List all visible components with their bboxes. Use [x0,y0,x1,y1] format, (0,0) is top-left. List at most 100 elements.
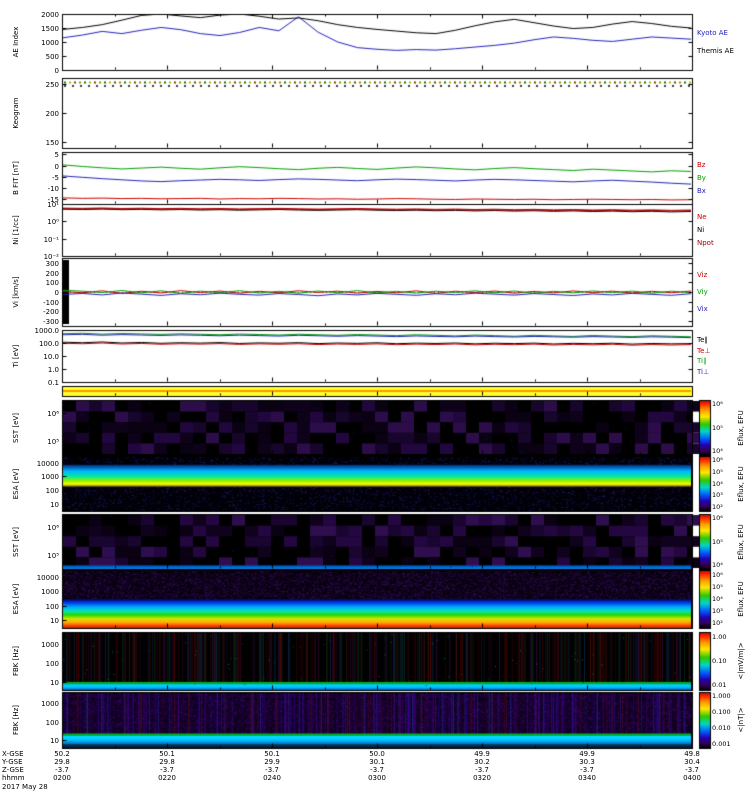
legend-label: Kyoto AE [697,28,728,37]
x-tick-value: 0240 [263,774,281,782]
colorbar-axis-label: <|nT|> [737,707,745,733]
y-tick-label: 300 [45,259,59,268]
panel-y-axis-label: Ni [1/cc] [12,215,20,245]
legend-label: Te⊥ [697,346,711,355]
y-tick-label: 10⁶ [47,523,59,532]
y-tick-label: 1500 [41,24,59,33]
y-tick-label: -5 [52,173,59,182]
colorbar-tick-label: 0.100 [712,708,731,717]
y-tick-label: 10⁻¹ [43,235,59,244]
y-tick-label: 10 [50,616,59,625]
colorbar-tick-label: 10⁴ [712,479,723,488]
colorbar-axis-label: Eflux, EFU [737,581,745,617]
x-tick-value: 30.4 [684,758,700,766]
colorbar-tick-label: 0.01 [712,681,727,690]
y-tick-label: 10⁰ [47,217,59,226]
panel-y-axis-label: Keogram [12,97,20,129]
y-tick-label: 250 [45,80,59,89]
colorbar-tick-label: 10² [712,619,723,628]
panel-y-axis-label: B FIT [nT] [12,161,20,195]
x-axis-row-label: Z-GSE [2,766,24,774]
legend-label: By [697,174,706,182]
x-tick-value: 50.2 [54,750,70,758]
colorbar-tick-label: 10⁵ [712,467,723,476]
y-tick-label: 1000 [41,38,59,47]
x-tick-value: 50.1 [264,750,280,758]
y-tick-label: 100 [45,486,59,495]
y-tick-label: 10⁵ [47,437,59,446]
y-tick-label: 100 [45,278,59,287]
panel-y-axis-label: SST [eV] [12,412,20,443]
y-tick-label: 200 [45,269,59,278]
y-tick-label: -100 [43,298,59,307]
y-tick-label: 1000.0 [34,326,60,335]
colorbar-tick-label: 10⁵ [712,582,723,591]
y-tick-label: 500 [45,52,59,61]
y-tick-label: 1000 [41,699,59,708]
colorbar-tick-label: 10⁴ [712,446,723,455]
y-tick-label: 1000 [41,640,59,649]
x-tick-value: 29.8 [54,758,70,766]
y-tick-label: -15 [47,195,59,204]
y-tick-label: 2000 [41,10,59,19]
colorbar-tick-label: 0.001 [712,739,731,748]
colorbar-tick-label: 10³ [712,491,723,500]
y-tick-label: 10.0 [43,352,59,361]
x-tick-value: -3.7 [475,766,489,774]
y-tick-label: 5 [54,150,59,159]
x-tick-value: 0220 [158,774,176,782]
y-tick-label: 0.1 [47,378,59,387]
x-tick-value: 30.3 [579,758,595,766]
panel-y-axis-label: SST [eV] [12,526,20,557]
legend-label: Ti⊥ [697,367,710,376]
y-tick-label: -300 [43,317,59,326]
y-tick-label: -200 [43,307,59,316]
colorbar-tick-label: 10⁵ [712,423,723,432]
x-tick-value: 0320 [473,774,491,782]
colorbar-tick-label: 1.000 [712,692,731,701]
colorbar-axis-label: Eflux, EFU [737,409,745,446]
x-tick-value: -3.7 [685,766,699,774]
legend-label: Te∥ [697,336,708,345]
x-tick-value: 49.9 [474,750,490,758]
x-tick-value: 50.1 [159,750,175,758]
x-tick-value: 30.1 [369,758,385,766]
x-tick-value: 0340 [578,774,596,782]
y-tick-label: 10 [50,678,59,687]
legend-label: Viz [697,271,708,279]
colorbar-tick-label: 10⁴ [712,595,723,603]
x-tick-value: 50.0 [369,750,385,758]
legend-label: Viy [697,288,708,296]
panel-y-axis-label: ESA [eV] [12,583,20,615]
y-tick-label: 1.0 [47,365,59,374]
date-label: 2017 May 28 [2,783,48,791]
colorbar-axis-label: <|mV/m|> [737,642,745,680]
x-tick-value: 49.9 [579,750,595,758]
legend-label: Ti∥ [697,357,707,366]
y-tick-label: 100 [45,718,59,727]
colorbar-tick-label: 0.010 [712,723,731,732]
colorbar-tick-label: 10⁶ [712,400,723,409]
y-tick-label: 10000 [36,459,59,468]
x-tick-value: -3.7 [55,766,69,774]
panel-y-axis-label: Ti [eV] [12,344,20,368]
y-tick-label: 0 [54,66,59,75]
x-tick-value: -3.7 [580,766,594,774]
colorbar-tick-label: 0.10 [712,657,727,665]
y-tick-label: 10 [50,736,59,745]
x-axis-row-label: Y-GSE [2,758,23,766]
colorbar-tick-label: 1.00 [712,632,727,641]
y-tick-label: -10 [47,184,59,193]
x-tick-value: 0300 [368,774,386,782]
panel-y-axis-label: Vi [km/s] [12,276,20,308]
x-tick-value: 29.8 [159,758,175,766]
colorbar-tick-label: 10⁶ [712,570,723,579]
y-tick-label: 100.0 [38,339,59,348]
y-tick-label: 1000 [41,587,59,596]
legend-label: Themis AE [697,47,734,56]
legend-label: Bz [697,161,706,169]
x-tick-value: -3.7 [370,766,384,774]
x-tick-value: 0200 [53,774,71,782]
